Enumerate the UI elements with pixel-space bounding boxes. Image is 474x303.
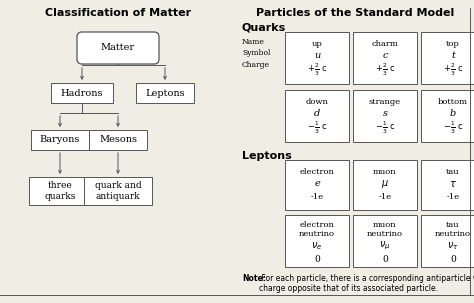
Text: neutrino: neutrino [367, 230, 403, 238]
FancyBboxPatch shape [29, 177, 91, 205]
Text: d: d [314, 109, 320, 118]
FancyBboxPatch shape [84, 177, 152, 205]
Text: $\nu_{\tau}$: $\nu_{\tau}$ [447, 240, 459, 252]
FancyBboxPatch shape [89, 130, 147, 150]
FancyBboxPatch shape [285, 160, 349, 210]
Text: $-\frac{1}{3}$ c: $-\frac{1}{3}$ c [443, 120, 463, 136]
Text: Name
Symbol
Charge: Name Symbol Charge [242, 38, 270, 68]
Text: c: c [382, 52, 388, 61]
Text: tau: tau [446, 168, 460, 176]
Text: 0: 0 [450, 255, 456, 264]
FancyBboxPatch shape [136, 83, 194, 103]
Text: For each particle, there is a corresponding antiparticle with a
charge opposite : For each particle, there is a correspond… [259, 274, 474, 293]
Text: -1e: -1e [310, 193, 324, 201]
FancyBboxPatch shape [353, 160, 417, 210]
FancyBboxPatch shape [353, 90, 417, 142]
Text: $\nu_{\mu}$: $\nu_{\mu}$ [379, 240, 391, 252]
Text: $\nu_e$: $\nu_e$ [311, 240, 323, 252]
FancyBboxPatch shape [421, 32, 474, 84]
Text: bottom: bottom [438, 98, 468, 106]
Text: tau: tau [446, 221, 460, 229]
Text: -1e: -1e [447, 193, 460, 201]
Text: muon: muon [373, 221, 397, 229]
FancyBboxPatch shape [421, 215, 474, 267]
Text: u: u [314, 52, 320, 61]
FancyBboxPatch shape [421, 160, 474, 210]
Text: three
quarks: three quarks [44, 181, 76, 201]
Text: Mesons: Mesons [99, 135, 137, 145]
FancyBboxPatch shape [285, 90, 349, 142]
Text: charm: charm [372, 40, 398, 48]
Text: +$\frac{2}{3}$ c: +$\frac{2}{3}$ c [307, 62, 327, 78]
Text: s: s [383, 109, 388, 118]
Text: electron: electron [300, 221, 335, 229]
FancyBboxPatch shape [285, 215, 349, 267]
Text: +$\frac{2}{3}$ c: +$\frac{2}{3}$ c [375, 62, 395, 78]
Text: b: b [450, 109, 456, 118]
Text: Classification of Matter: Classification of Matter [45, 8, 191, 18]
Text: 0: 0 [382, 255, 388, 264]
Text: Note:: Note: [242, 274, 266, 283]
Text: quark and
antiquark: quark and antiquark [95, 181, 141, 201]
FancyBboxPatch shape [353, 215, 417, 267]
Text: -1e: -1e [378, 193, 392, 201]
Text: $\tau$: $\tau$ [449, 179, 457, 189]
FancyBboxPatch shape [285, 32, 349, 84]
Text: 0: 0 [314, 255, 320, 264]
Text: strange: strange [369, 98, 401, 106]
Text: $-\frac{1}{3}$ c: $-\frac{1}{3}$ c [307, 120, 327, 136]
FancyBboxPatch shape [31, 130, 89, 150]
Text: +$\frac{2}{3}$ c: +$\frac{2}{3}$ c [443, 62, 463, 78]
Text: neutrino: neutrino [299, 230, 335, 238]
Text: down: down [306, 98, 328, 106]
Text: Baryons: Baryons [40, 135, 80, 145]
Text: Matter: Matter [101, 44, 135, 52]
Text: $-\frac{1}{3}$ c: $-\frac{1}{3}$ c [375, 120, 395, 136]
Text: neutrino: neutrino [435, 230, 471, 238]
Text: Hadrons: Hadrons [61, 88, 103, 98]
Text: Quarks: Quarks [242, 23, 286, 33]
Text: $\mu$: $\mu$ [381, 178, 389, 190]
Text: electron: electron [300, 168, 335, 176]
Text: t: t [451, 52, 455, 61]
Text: e: e [314, 179, 320, 188]
Text: top: top [446, 40, 460, 48]
FancyBboxPatch shape [51, 83, 113, 103]
Text: muon: muon [373, 168, 397, 176]
Text: Leptons: Leptons [242, 151, 292, 161]
Text: Leptons: Leptons [145, 88, 185, 98]
FancyBboxPatch shape [421, 90, 474, 142]
Text: up: up [311, 40, 322, 48]
FancyBboxPatch shape [77, 32, 159, 64]
FancyBboxPatch shape [353, 32, 417, 84]
Text: Particles of the Standard Model: Particles of the Standard Model [256, 8, 454, 18]
